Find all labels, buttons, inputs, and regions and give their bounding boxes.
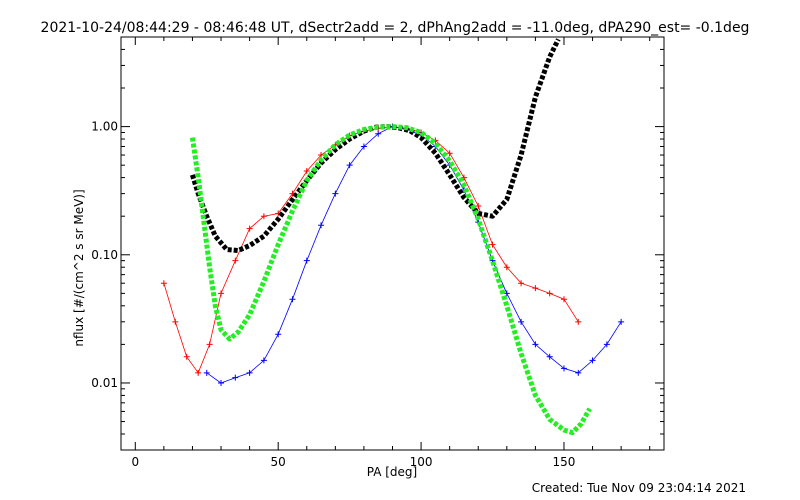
data-point-data-red-3 xyxy=(195,369,202,376)
data-point-data-blue-12 xyxy=(375,130,382,137)
data-point-data-blue-25 xyxy=(560,365,567,372)
data-point-data-red-5 xyxy=(218,290,225,297)
data-point-data-blue-24 xyxy=(546,353,553,360)
x-tick-label-150: 150 xyxy=(553,455,576,469)
data-point-data-blue-8 xyxy=(318,222,325,229)
data-point-data-red-23 xyxy=(475,203,482,210)
data-point-data-blue-10 xyxy=(346,162,353,169)
x-tick-label-100: 100 xyxy=(410,455,433,469)
x-axis-label: PA [deg] xyxy=(367,465,417,479)
data-point-data-red-2 xyxy=(183,353,190,360)
plot-marks xyxy=(160,38,625,436)
data-point-data-blue-28 xyxy=(603,341,610,348)
data-point-data-red-28 xyxy=(546,290,553,297)
series-line-fit-black xyxy=(190,38,561,253)
series-line-data-blue xyxy=(206,126,622,384)
data-point-data-red-4 xyxy=(206,341,213,348)
y-tick-label-1: 1.00 xyxy=(91,120,118,134)
data-point-data-red-7 xyxy=(246,225,253,232)
data-point-data-blue-26 xyxy=(575,369,582,376)
data-point-data-red-24 xyxy=(489,241,496,248)
data-point-data-blue-3 xyxy=(246,369,253,376)
x-tick-label-0: 0 xyxy=(131,455,139,469)
chart-title: 2021-10-24/08:44:29 - 08:46:48 UT, dSect… xyxy=(41,20,750,36)
data-point-data-red-30 xyxy=(575,318,582,325)
data-point-data-blue-7 xyxy=(303,257,310,264)
plot-frame xyxy=(120,36,665,451)
data-point-data-blue-0 xyxy=(203,369,210,376)
data-point-data-red-27 xyxy=(532,285,539,292)
data-point-data-red-1 xyxy=(172,318,179,325)
y-tick-label-0.01: 0.01 xyxy=(91,376,118,390)
data-point-data-blue-22 xyxy=(518,318,525,325)
data-point-data-red-29 xyxy=(560,296,567,303)
created-footer: Created: Tue Nov 09 23:04:14 2021 xyxy=(532,481,746,495)
data-point-data-red-26 xyxy=(518,280,525,287)
data-point-data-red-21 xyxy=(446,150,453,157)
y-axis-label: nflux [#/(cm^2 s sr MeV)] xyxy=(72,189,86,346)
data-point-data-blue-29 xyxy=(618,318,625,325)
data-point-data-red-11 xyxy=(303,168,310,175)
data-point-data-blue-6 xyxy=(289,296,296,303)
data-point-data-blue-9 xyxy=(332,190,339,197)
data-point-data-red-25 xyxy=(503,264,510,271)
data-point-data-blue-2 xyxy=(232,374,239,381)
plot-area xyxy=(160,38,625,436)
data-point-data-blue-23 xyxy=(532,341,539,348)
data-point-data-red-0 xyxy=(160,280,167,287)
data-point-data-blue-5 xyxy=(275,331,282,338)
data-point-data-red-6 xyxy=(232,257,239,264)
y-tick-label-0.1: 0.10 xyxy=(91,248,118,262)
data-point-data-blue-27 xyxy=(589,357,596,364)
data-point-data-blue-4 xyxy=(260,357,267,364)
data-point-data-blue-1 xyxy=(218,379,225,386)
series-line-fit-green xyxy=(189,124,592,436)
x-tick-label-50: 50 xyxy=(271,455,286,469)
data-point-data-blue-11 xyxy=(360,143,367,150)
data-point-data-red-8 xyxy=(260,213,267,220)
axes: 0 50 100 150 0.01 0.10 1.00 xyxy=(91,36,664,469)
